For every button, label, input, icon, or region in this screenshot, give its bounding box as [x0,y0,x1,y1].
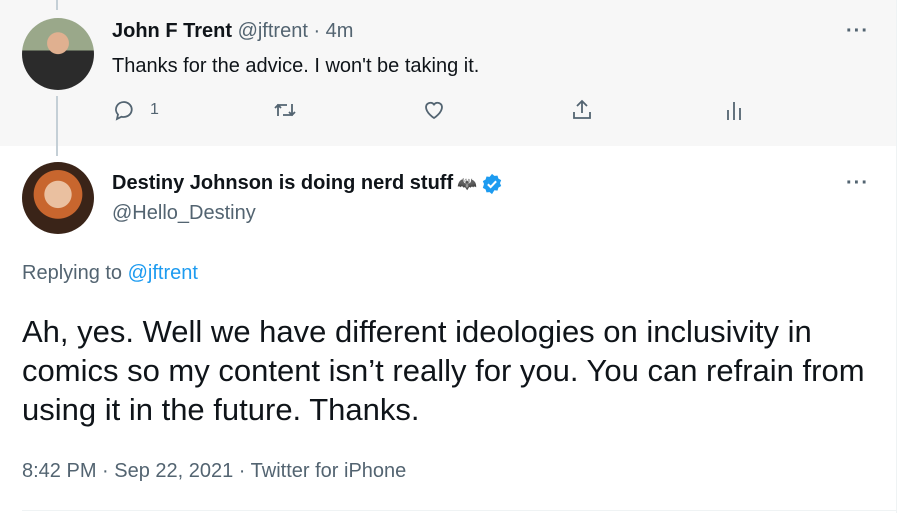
author-name[interactable]: Destiny Johnson is doing nerd stuff [112,172,454,194]
tweet-text: Ah, yes. Well we have different ideologi… [22,314,865,427]
share-button[interactable] [570,98,594,122]
avatar-jftrent[interactable] [22,18,94,90]
more-options-button[interactable]: ··· [846,20,869,42]
thread-line [56,96,58,156]
like-button[interactable] [422,98,446,122]
reply-count: 1 [150,101,159,118]
heart-icon [425,101,443,120]
author-handle[interactable]: @jftrent [237,20,308,42]
thread-line [56,0,58,10]
verified-badge-icon [482,173,502,194]
avatar-hello-destiny[interactable] [22,162,94,234]
retweet-icon [274,103,296,117]
more-options-button[interactable]: ··· [846,172,869,194]
analytics-button[interactable] [722,98,746,122]
replying-label: Replying to [22,262,123,284]
share-icon [573,99,591,119]
replying-handle-link[interactable]: @jftrent [127,262,198,284]
tweet-time[interactable]: · 4m [313,20,354,42]
divider [22,510,897,511]
parent-tweet[interactable] [0,0,897,146]
tweet-text: Thanks for the advice. I won't be taking… [112,55,480,77]
bat-emoji: 🦇 [457,175,478,193]
author-handle[interactable]: @Hello_Destiny [112,202,256,224]
tweet-actions: 1 [112,98,752,128]
author-name[interactable]: John F Trent [112,20,232,42]
reply-button[interactable]: 1 [112,98,159,122]
retweet-button[interactable] [272,98,298,122]
tweet-meta[interactable]: 8:42 PM · Sep 22, 2021 · Twitter for iPh… [22,460,407,482]
analytics-icon [727,102,741,120]
reply-icon [115,101,133,121]
